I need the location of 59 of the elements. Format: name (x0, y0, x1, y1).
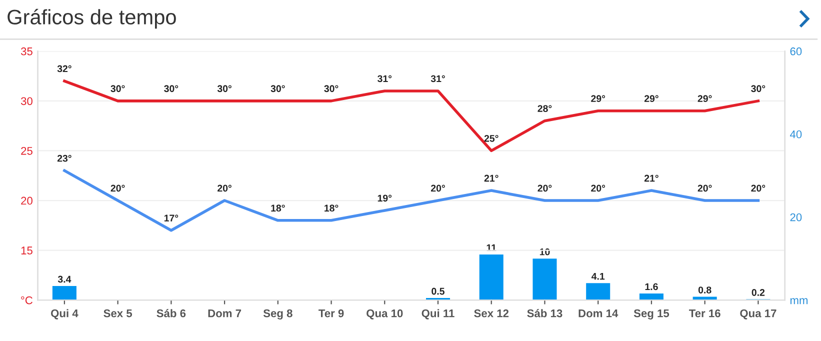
x-tick-label: Qui 4 (51, 309, 78, 320)
data-label: 30° (270, 85, 285, 92)
data-label: 29° (698, 95, 712, 102)
data-label: 3.4 (58, 276, 72, 283)
data-label: 20° (430, 184, 445, 192)
data-label: 17° (164, 214, 178, 222)
y-tick-label: 15 (21, 246, 32, 254)
data-label: 0.5 (432, 288, 444, 295)
data-label: 18° (324, 204, 338, 212)
x-tick-label: Sex 5 (104, 309, 132, 318)
data-label: 32° (57, 65, 72, 72)
data-label: 18° (271, 204, 285, 212)
x-tick-label: Sex 12 (474, 309, 509, 318)
data-label: 20° (110, 184, 125, 192)
x-tick-label: Qua 10 (366, 309, 403, 320)
data-label: 20° (538, 184, 552, 192)
data-label: 4.1 (591, 272, 605, 280)
data-label: 29° (591, 95, 606, 102)
y-tick-label: 30 (20, 97, 32, 106)
data-label: 30° (110, 85, 125, 92)
data-label: 20° (751, 184, 766, 192)
data-label: 1.6 (645, 283, 658, 290)
data-label: 29° (644, 95, 658, 102)
x-tick-label: Seg 15 (634, 309, 670, 320)
data-label: 23° (57, 154, 72, 162)
x-tick-label: Dom 14 (578, 310, 618, 318)
data-label: 20° (698, 184, 712, 192)
x-tick-label: Seg 8 (263, 309, 292, 320)
data-label: 0.2 (752, 289, 765, 296)
x-tick-label: Ter 9 (318, 309, 344, 318)
data-label: 31° (430, 75, 445, 82)
y2-tick-label: 20 (790, 213, 802, 222)
data-label: 31° (378, 75, 392, 82)
y2-tick-label: 60 (790, 47, 802, 56)
x-tick-label: Qui 11 (422, 309, 454, 320)
y-tick-label: 35 (20, 47, 32, 56)
data-label: 21° (644, 174, 658, 182)
data-label: 19° (378, 194, 392, 202)
y-tick-label: 20 (21, 196, 32, 205)
data-label: 0.8 (698, 286, 712, 294)
chart-title: Gráficos de tempo (8, 8, 176, 29)
data-label: 20° (591, 184, 606, 192)
data-label: 28° (538, 105, 552, 112)
y2-tick-label: 40 (790, 130, 802, 138)
data-label: 20° (218, 184, 232, 192)
y2-tick-label: mm (790, 298, 808, 304)
data-label: 30° (164, 85, 178, 92)
data-label: 30° (751, 85, 766, 92)
data-label: 30° (324, 85, 338, 92)
y-tick-label: °C (21, 296, 32, 304)
data-label: 25° (484, 134, 498, 142)
x-tick-label: Ter 16 (688, 309, 720, 318)
x-tick-label: Dom 7 (208, 310, 242, 318)
y-tick-label: 25 (21, 146, 32, 155)
x-tick-label: Qua 17 (740, 309, 776, 320)
data-label: 30° (217, 85, 232, 92)
data-label: 21° (484, 174, 498, 182)
x-tick-label: Sáb 13 (527, 309, 562, 318)
x-tick-label: Sáb 6 (156, 309, 186, 318)
